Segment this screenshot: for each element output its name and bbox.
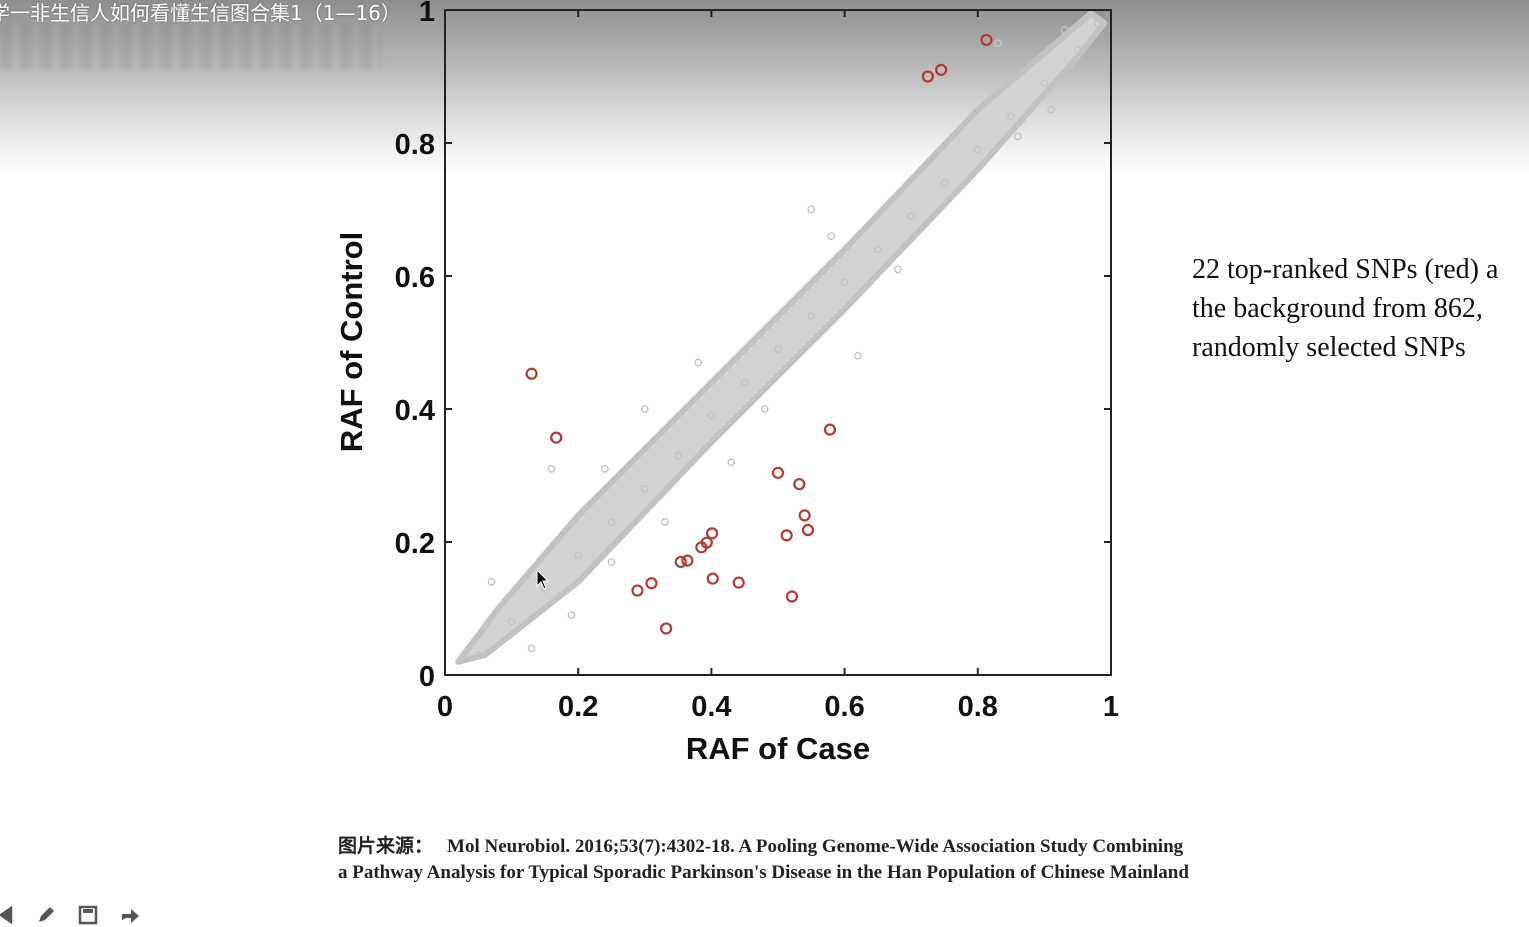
background-snp-point	[807, 311, 816, 320]
background-snp-point	[694, 358, 702, 367]
top-snp-point	[935, 63, 948, 76]
background-snp-point	[774, 345, 782, 354]
top-snp-point	[705, 527, 719, 540]
background-snp-point	[527, 644, 536, 653]
background-snp-point	[1060, 26, 1069, 34]
background-snp-point	[1013, 132, 1022, 141]
background-snp-point	[640, 484, 649, 493]
pen-icon[interactable]	[32, 901, 60, 927]
background-snp-point	[840, 278, 849, 287]
x-axis-ticks: 0 0.2 0.4 0.6 0.8 1	[437, 10, 1119, 723]
background-snp-point	[1093, 19, 1102, 28]
top-snp-point	[780, 529, 793, 542]
save-icon[interactable]	[74, 901, 102, 927]
x-tick-label: 0.2	[558, 691, 598, 723]
top-snp-point	[823, 423, 837, 436]
background-snp-point	[1047, 105, 1055, 114]
top-snp-point	[695, 541, 708, 554]
background-band-shape	[455, 10, 1108, 665]
top-snp-point	[681, 554, 694, 567]
top-snp-point	[525, 367, 538, 380]
top-snp-point	[921, 70, 934, 83]
background-density-band	[455, 10, 1108, 665]
share-icon[interactable]	[116, 901, 144, 927]
top-snp-point	[785, 590, 799, 603]
video-title: 学一非生信人如何看懂生信图合集1（1—16）	[0, 1, 401, 25]
figure-source-caption: 图片来源： Mol Neurobiol. 2016;53(7):4302-18. …	[338, 834, 1189, 886]
y-tick-label: 1	[419, 0, 435, 28]
background-snp-point	[807, 205, 816, 214]
top-snp-point	[645, 577, 658, 590]
y-tick-label: 0.2	[395, 528, 435, 560]
background-snp-point	[507, 617, 516, 626]
x-axis-label: RAF of Case	[686, 731, 870, 766]
background-snp-point	[607, 518, 616, 526]
mouse-cursor-icon	[536, 568, 550, 596]
top-snp-point	[798, 509, 811, 522]
background-snp-point	[760, 405, 769, 413]
caption-line-2: a Pathway Analysis for Typical Sporadic …	[338, 862, 1189, 883]
top-snp-point	[732, 576, 745, 589]
background-snp-point	[893, 265, 902, 274]
top-snp-points	[525, 33, 993, 635]
top-snp-point	[550, 431, 563, 444]
background-snp-point	[907, 212, 916, 221]
y-axis-label: RAF of Control	[334, 232, 369, 452]
y-tick-label: 0.4	[395, 395, 435, 427]
caption-citation: Mol Neurobiol. 2016;53(7):4302-18. A Poo…	[447, 836, 1184, 857]
top-snp-point	[793, 478, 806, 491]
background-snp-point	[973, 145, 982, 154]
background-snp-point	[1073, 46, 1082, 54]
background-snp-point	[600, 464, 609, 473]
y-axis-ticks: 0 0.2 0.4 0.6 0.8 1	[395, 0, 1111, 693]
player-toolbar	[0, 900, 144, 927]
caption-lead: 图片来源：	[338, 836, 434, 857]
watermark-logo	[0, 24, 382, 70]
background-snp-point	[567, 611, 576, 620]
side-note-line: randomly selected SNPs	[1192, 332, 1466, 363]
top-snp-point	[674, 555, 687, 569]
background-snp-point	[674, 451, 682, 460]
side-note: 22 top-ranked SNPs (red) a the backgroun…	[1192, 250, 1529, 367]
y-tick-label: 0.6	[395, 262, 435, 294]
side-note-line: 22 top-ranked SNPs (red) a	[1192, 254, 1499, 285]
caption-line-1: 图片来源： Mol Neurobiol. 2016;53(7):4302-18. …	[338, 834, 1189, 860]
top-snp-point	[631, 584, 644, 597]
background-snp-point	[1040, 79, 1049, 88]
background-snp-point	[660, 518, 669, 526]
background-snp-point	[874, 245, 882, 254]
background-snp-point	[547, 464, 556, 473]
background-snp-point	[607, 558, 616, 566]
side-note-line: the background from 862,	[1192, 293, 1483, 324]
x-tick-label: 0.8	[958, 691, 998, 723]
y-tick-label: 0	[419, 661, 435, 693]
y-tick-label: 0.8	[395, 129, 435, 161]
background-snp-point	[854, 351, 862, 360]
top-snp-point	[801, 523, 815, 537]
plot-frame	[444, 9, 1112, 676]
x-tick-label: 0.6	[824, 691, 864, 723]
background-snp-point	[740, 378, 749, 387]
top-snp-point	[660, 622, 673, 635]
prev-icon[interactable]	[0, 901, 18, 927]
background-snp-point	[727, 458, 736, 467]
background-snp-point	[487, 578, 496, 586]
background-snp-point	[640, 405, 649, 413]
background-snp-point	[993, 39, 1002, 48]
background-snp-point	[707, 411, 716, 420]
top-snp-point	[980, 33, 993, 47]
background-snp-point	[940, 178, 949, 187]
video-title-overlay	[0, 0, 1529, 175]
x-tick-label: 0	[437, 691, 453, 723]
background-snp-point	[827, 232, 836, 241]
top-snp-point	[706, 572, 719, 585]
background-snp-point	[474, 651, 483, 659]
x-tick-label: 0.4	[691, 691, 731, 723]
top-snp-point	[771, 466, 785, 479]
background-snp-point	[1007, 112, 1015, 121]
background-snp-point	[574, 551, 583, 560]
x-tick-label: 1	[1103, 691, 1119, 723]
